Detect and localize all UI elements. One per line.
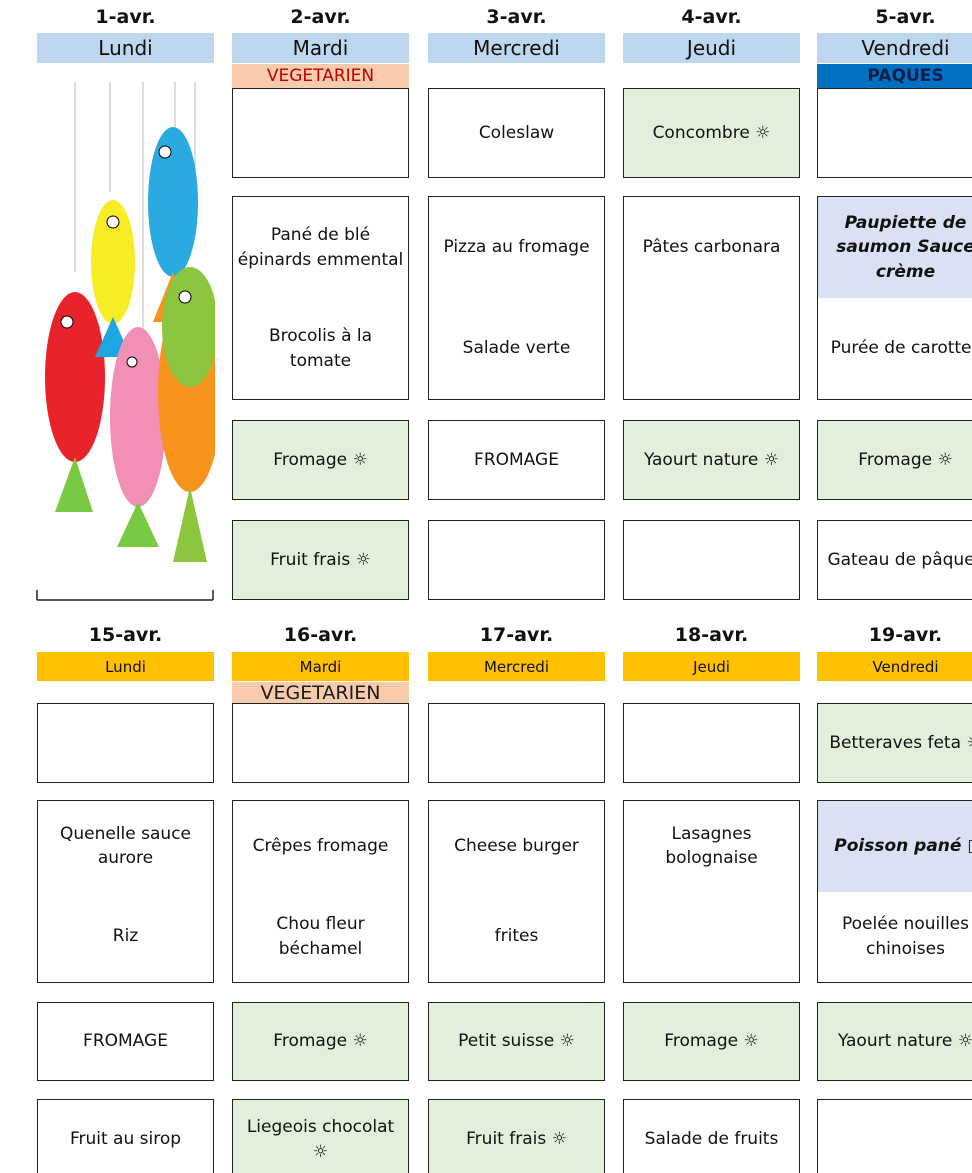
dish: Concombre ☼ — [652, 122, 771, 143]
menu-tag: VEGETARIEN — [232, 64, 409, 88]
dish: frites — [494, 926, 539, 947]
date: 4-avr. — [681, 5, 742, 28]
dessert-box — [428, 520, 605, 600]
dish: Cheese burger — [454, 835, 579, 856]
fromage-box: Fromage ☼ — [232, 1002, 409, 1081]
fromage-box: Fromage ☼ — [232, 420, 409, 500]
dish: Fruit frais ☼ — [270, 549, 371, 570]
dish: Crêpes fromage — [252, 835, 389, 856]
day-header: Vendredi — [817, 652, 972, 681]
dish: Fromage ☼ — [664, 1031, 759, 1052]
dish: Quenelle sauce aurore — [59, 823, 191, 869]
fromage-box: Fromage ☼ — [817, 420, 972, 500]
dessert-box: Fruit frais ☼ — [428, 1099, 605, 1173]
dish: Brocolis à la tomate — [268, 325, 373, 371]
date: 17-avr. — [479, 623, 554, 646]
dish: Gateau de pâques — [827, 549, 972, 570]
dessert-box: Fruit frais ☼ — [232, 520, 409, 600]
day-header: Mardi — [232, 33, 409, 63]
entree-box — [428, 703, 605, 783]
date: 15-avr. — [88, 623, 163, 646]
day-header: Jeudi — [623, 33, 800, 63]
dish: Fruit au sirop — [69, 1129, 182, 1150]
day-header: Mercredi — [428, 33, 605, 63]
menu-tag: VEGETARIEN — [232, 682, 409, 704]
day-header: Vendredi — [817, 33, 972, 63]
plat-box: Quenelle sauce aurore Riz — [37, 800, 214, 983]
dish: Yaourt nature ☼ — [837, 1031, 972, 1052]
fromage-box: FROMAGE — [428, 420, 605, 500]
dish: Fruit frais ☼ — [466, 1129, 567, 1150]
entree-box: Betteraves feta ☼ — [817, 703, 972, 783]
plat-box: Lasagnes bolognaise — [623, 800, 800, 983]
entree-box — [817, 88, 972, 178]
menu-tag: PAQUES — [817, 64, 972, 88]
dessert-box: Salade de fruits — [623, 1099, 800, 1173]
day-header: Mardi — [232, 652, 409, 681]
dish: Fromage ☼ — [858, 449, 953, 470]
dish: Pâtes carbonara — [642, 237, 781, 258]
dish: Poisson pané ▯ — [818, 801, 972, 892]
fromage-box: Petit suisse ☼ — [428, 1002, 605, 1081]
date: 3-avr. — [486, 5, 547, 28]
dish: Liegeois chocolat ☼ — [246, 1116, 395, 1162]
fish-illustration — [36, 82, 215, 601]
day-header: Lundi — [37, 652, 214, 681]
fromage-box: Fromage ☼ — [623, 1002, 800, 1081]
dish: Lasagnes bolognaise — [665, 823, 758, 869]
dish: Pizza au fromage — [443, 237, 590, 258]
fromage-box: Yaourt nature ☼ — [623, 420, 800, 500]
dish: Fromage ☼ — [273, 1031, 368, 1052]
dessert-box — [817, 1099, 972, 1173]
plat-box: Pizza au fromage Salade verte — [428, 196, 605, 400]
entree-box — [623, 703, 800, 783]
dish: FROMAGE — [474, 449, 559, 470]
date: 5-avr. — [875, 5, 936, 28]
dish: Purée de carottes — [830, 338, 972, 359]
plat-box: Poisson pané ▯ Poelée nouilles chinoises — [817, 800, 972, 983]
dessert-box: Liegeois chocolat ☼ — [232, 1099, 409, 1173]
fromage-box: FROMAGE — [37, 1002, 214, 1081]
day-header: Lundi — [37, 33, 214, 63]
entree-box — [232, 88, 409, 178]
dish: Pané de blé épinards emmental — [237, 224, 404, 270]
dish: Salade verte — [462, 338, 571, 359]
fromage-box: Yaourt nature ☼ — [817, 1002, 972, 1081]
dish: Chou fleur béchamel — [276, 914, 365, 959]
dish: FROMAGE — [83, 1031, 168, 1052]
dessert-box — [623, 520, 800, 600]
dessert-box: Gateau de pâques — [817, 520, 972, 600]
entree-box — [37, 703, 214, 783]
dish: Petit suisse ☼ — [458, 1031, 575, 1052]
dish: Coleslaw — [478, 122, 555, 143]
date: 2-avr. — [290, 5, 351, 28]
date: 19-avr. — [868, 623, 943, 646]
dish: Fromage ☼ — [273, 449, 368, 470]
entree-box: Coleslaw — [428, 88, 605, 178]
plat-box: Paupiette de saumon Sauce crème Purée de … — [817, 196, 972, 400]
dish: Poelée nouilles chinoises — [842, 914, 969, 959]
dish: Yaourt nature ☼ — [643, 449, 780, 470]
dessert-box: Fruit au sirop — [37, 1099, 214, 1173]
plat-box: Cheese burger frites — [428, 800, 605, 983]
entree-box — [232, 703, 409, 783]
date: 1-avr. — [95, 5, 156, 28]
day-header: Mercredi — [428, 652, 605, 681]
dish: Riz — [112, 926, 139, 947]
plat-box: Pâtes carbonara — [623, 196, 800, 400]
day-header: Jeudi — [623, 652, 800, 681]
dish: Paupiette de saumon Sauce crème — [818, 197, 972, 298]
entree-box: Concombre ☼ — [623, 88, 800, 178]
dish: Betteraves feta ☼ — [829, 732, 972, 753]
plat-box: Crêpes fromage Chou fleur béchamel — [232, 800, 409, 983]
plat-box: Pané de blé épinards emmental Brocolis à … — [232, 196, 409, 400]
date: 18-avr. — [674, 623, 749, 646]
date: 16-avr. — [283, 623, 358, 646]
dish: Salade de fruits — [644, 1129, 779, 1150]
